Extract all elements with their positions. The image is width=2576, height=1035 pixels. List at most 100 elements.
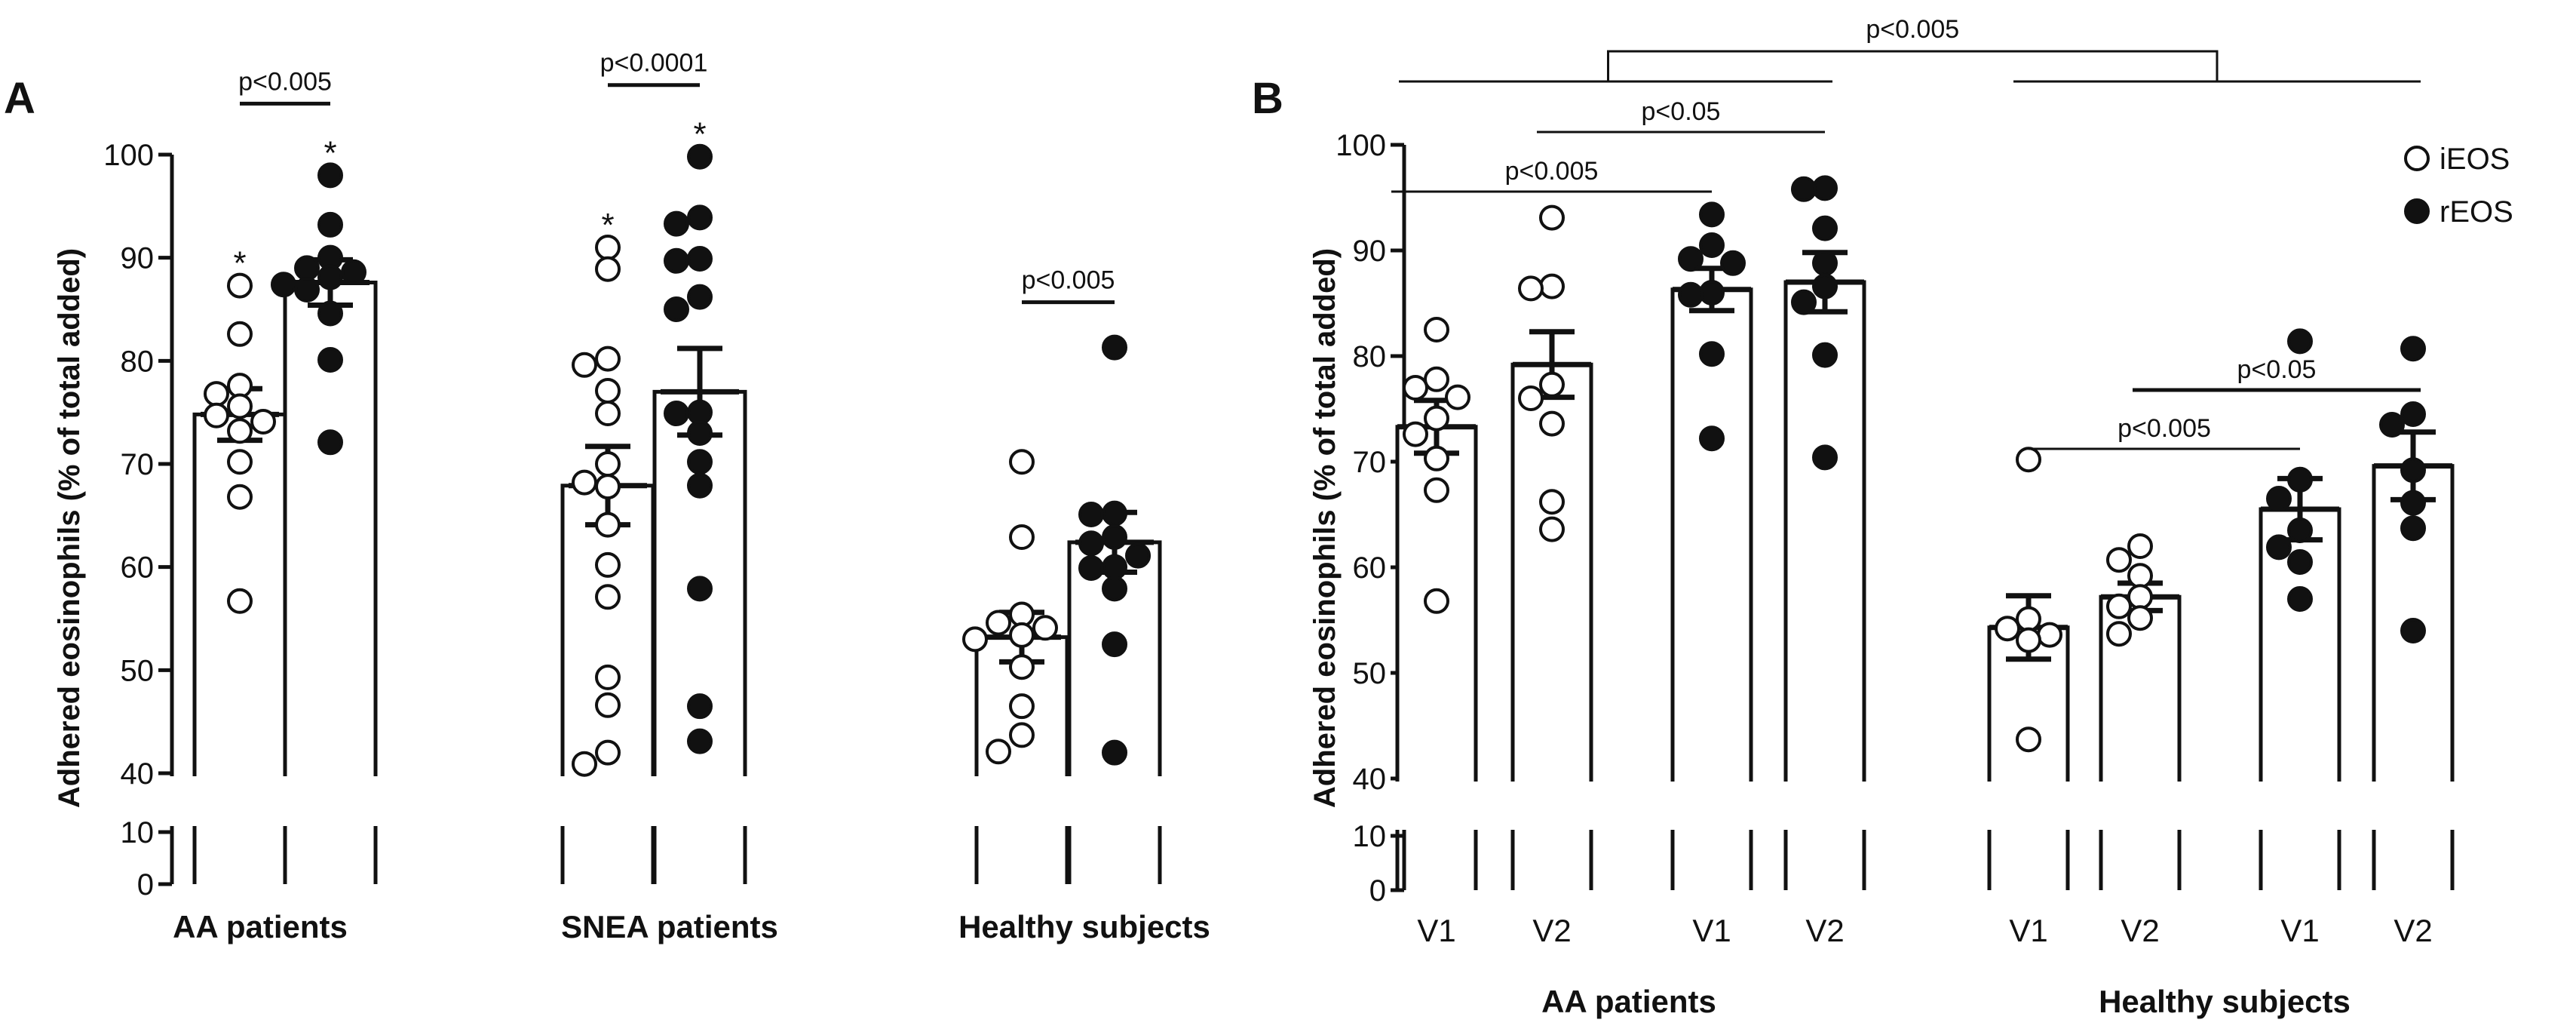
panel-b-y-tick-label-50: 50 <box>1353 657 1387 690</box>
panel-b-g1-v2-reos-point <box>2400 515 2426 542</box>
panel-a-g1-reos-point <box>687 284 713 310</box>
panel-a-y-tick-label-0: 0 <box>137 868 154 901</box>
legend-label-reos: rEOS <box>2440 195 2513 229</box>
panel-a-g1-reos-point <box>687 449 713 475</box>
panel-a-g0-reos-point <box>317 162 343 189</box>
panel-a-g1-reos-point <box>687 693 713 720</box>
panel-b-y-tick-label-90: 90 <box>1353 235 1387 268</box>
panel-b-g1-v1-ieos-point <box>2016 447 2041 473</box>
panel-b-g1-v2-reos-point <box>2400 336 2426 362</box>
panel-b-g0-v1-ieos-point <box>1424 588 1449 614</box>
panel-b-g1-v1-ieos-point <box>2037 622 2062 648</box>
panel-b-xlabel-hs-v2-iEOS: V2 <box>2121 913 2159 948</box>
panel-b-g1-v1-reos-point <box>2287 466 2313 493</box>
panel-a-g0-ieos-point <box>227 418 253 444</box>
panel-b-g0-v1-reos-point <box>1678 281 1704 308</box>
panel-a-g1-reos-point <box>687 143 713 170</box>
panel-a-g2-reos-point <box>1102 631 1127 658</box>
panel-b-g0-v1-reos-point <box>1699 341 1725 367</box>
panel-a-g2-ieos-point <box>1009 524 1035 551</box>
panel-a-g0-ieos-significance-star: * <box>233 245 246 282</box>
panel-a-label: A <box>4 74 35 123</box>
panel-a-y-tick-label-10: 10 <box>121 816 155 849</box>
panel-a-g2-reos-point <box>1102 334 1127 361</box>
panel-a-g1-reos-point <box>687 728 713 754</box>
legend-open-circle-icon <box>2404 146 2430 171</box>
panel-b-g0-v1-reos-point <box>1699 201 1725 228</box>
panel-b-g0-v2-reos-point <box>1812 175 1838 201</box>
panel-a-g1-reos-point <box>687 246 713 272</box>
panel-b-g0-v2-reos-point <box>1791 289 1817 315</box>
panel-b: B Adhered eosinophils (% of total added)… <box>1252 15 2513 1019</box>
panel-b-groups-comparison-bracket <box>1607 50 2219 81</box>
panel-a-g1-reos-point <box>687 576 713 602</box>
panel-a-g0-ieos-point <box>227 321 253 347</box>
panel-a-g1-reos-point <box>687 420 713 446</box>
panel-b-g1-v2-reos-point <box>2379 412 2405 438</box>
panel-a-annotations: * * p<0.005 * * p<0.0001 p<0.005 <box>233 49 1115 305</box>
panel-b-g0-v2-ieos-point <box>1518 385 1544 411</box>
panel-a-g0-reos-point <box>294 277 320 303</box>
panel-a-y-tick-label-80: 80 <box>121 345 155 378</box>
panel-a-g2-ieos-point <box>1032 615 1058 641</box>
panel-a-g2-reos-point <box>1125 542 1151 569</box>
panel-b-g0-v2-ieos-point <box>1539 489 1565 515</box>
panel-a-bars <box>192 143 1162 884</box>
panel-b-hs-v2-comparison-pvalue: p<0.05 <box>2237 355 2317 384</box>
panel-b-annotations: p<0.005 p<0.05 p<0.005 p<0.005 p<0.05 <box>1391 15 2421 450</box>
panel-a-g2-ieos-point <box>1009 722 1035 748</box>
panel-a-g0-ieos-point <box>250 408 276 435</box>
panel-b-xlabel-hs-v2-rEOS: V2 <box>2394 913 2432 948</box>
panel-a-g2-ieos-point <box>986 610 1011 636</box>
panel-a-g0-reos-point <box>317 429 343 456</box>
panel-b-y-axis: 0 10 40 50 60 70 80 90 100 <box>1336 129 1406 908</box>
panel-a-g1-ieos-point <box>572 751 597 777</box>
panel-b-xlabel-aa-v1-iEOS: V1 <box>1417 913 1455 948</box>
panel-b-g1-v2-ieos-point <box>2127 563 2153 589</box>
panel-a-g2-ieos-point <box>962 626 988 653</box>
panel-a-g2-reos-point <box>1078 501 1104 527</box>
panel-b-g0-v1-ieos-point <box>1424 317 1449 342</box>
panel-a-g1-ieos-point <box>595 511 621 538</box>
panel-a-g0-reos-point <box>317 346 343 373</box>
panel-b-g0-v2-ieos-point <box>1539 204 1565 231</box>
panel-b-g0-v2-ieos-point <box>1539 410 1565 437</box>
panel-a-g1-reos-point <box>687 204 713 231</box>
panel-a-g0-ieos-point <box>227 393 253 419</box>
panel-b-g1-v2-reos-point <box>2400 457 2426 484</box>
panel-b-xlabel-aa-v1-rEOS: V1 <box>1692 913 1731 948</box>
panel-a-g0-pvalue: p<0.005 <box>238 67 332 96</box>
panel-b-g0-v2-ieos-point <box>1539 371 1565 398</box>
panel-a-g2-reos-point <box>1078 555 1104 582</box>
panel-a-g2-ieos-point <box>1009 693 1035 720</box>
panel-b-g1-v2-ieos-point <box>2127 605 2153 631</box>
panel-b-group-label-aa: AA patients <box>1541 984 1716 1019</box>
panel-b-aa-v1-comparison-pvalue: p<0.005 <box>1505 157 1599 186</box>
panel-b-g0-v2-reos-point <box>1791 176 1817 202</box>
panel-a-g0-reos-point <box>271 272 296 298</box>
panel-b-g1-v1-ieos-point <box>1995 616 2020 642</box>
panel-b-g0-v1-reos-point <box>1678 246 1704 272</box>
panel-b-g0-v2-ieos-point <box>1518 275 1544 302</box>
panel-a-group-label-snea: SNEA patients <box>561 909 778 944</box>
panel-b-g1-v1-reos-point <box>2266 486 2292 511</box>
panel-b-g0-v1-ieos-point <box>1445 384 1470 410</box>
panel-b-legend: iEOS rEOS <box>2404 143 2513 229</box>
panel-b-g1-v2-ieos-point <box>2106 621 2132 647</box>
panel-a-g1-ieos-point <box>595 377 621 404</box>
panel-b-g0-v2-ieos-point <box>1539 273 1565 299</box>
panel-b-g0-v2-reos-point <box>1812 273 1838 299</box>
panel-a-g2-ieos-point <box>1009 622 1035 648</box>
panel-a-g1-reos-point <box>664 210 689 237</box>
panel-a-g2-reos-point <box>1102 576 1127 602</box>
panel-a-y-tick-label-60: 60 <box>121 551 155 585</box>
panel-a-g0-reos-significance-star: * <box>324 134 336 171</box>
panel-a-g0-reos-point <box>317 264 343 290</box>
panel-a-g2-ieos-point <box>1009 449 1035 475</box>
panel-b-g1-v2-ieos-point <box>2106 547 2132 573</box>
panel-a-group-label-aa: AA patients <box>173 909 348 944</box>
panel-a-g0-reos-point <box>294 255 320 281</box>
panel-b-xlabel-hs-v1-iEOS: V1 <box>2009 913 2047 948</box>
panel-a-g1-ieos-point <box>595 584 621 610</box>
